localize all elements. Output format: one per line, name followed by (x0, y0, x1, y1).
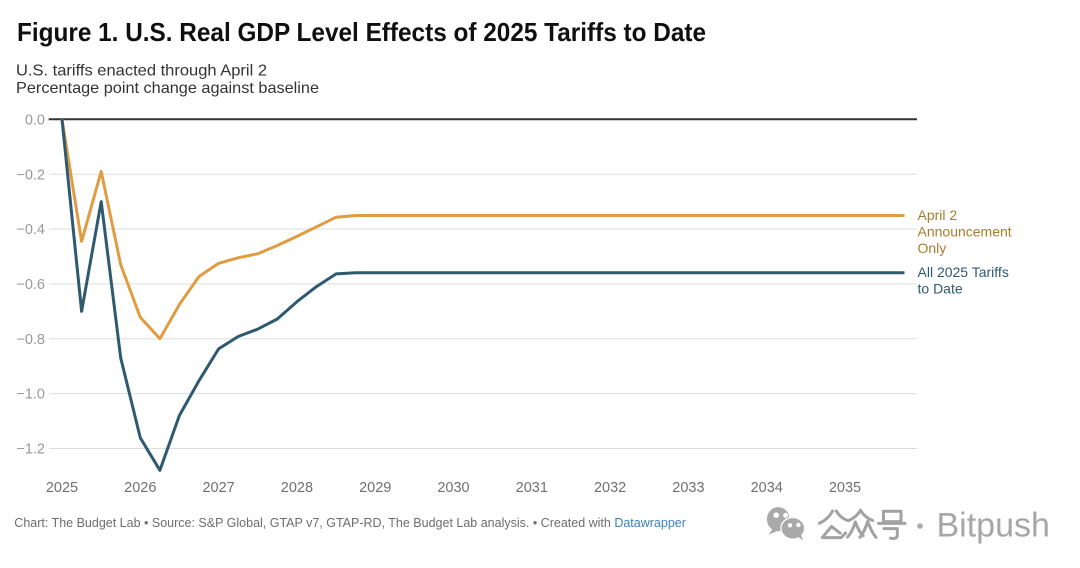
svg-text:2034: 2034 (751, 480, 783, 496)
svg-text:2032: 2032 (594, 480, 626, 496)
svg-text:2029: 2029 (359, 480, 391, 496)
svg-text:Announcement: Announcement (918, 224, 1012, 240)
svg-text:−0.6: −0.6 (16, 277, 45, 293)
svg-text:Bitpush: Bitpush (937, 507, 1050, 545)
svg-text:2026: 2026 (124, 480, 156, 496)
svg-text:−0.4: −0.4 (16, 222, 45, 238)
svg-text:2025: 2025 (46, 480, 78, 496)
svg-text:2035: 2035 (829, 480, 861, 496)
svg-text:−1.0: −1.0 (16, 387, 45, 403)
svg-text:2027: 2027 (202, 480, 234, 496)
svg-text:Figure 1. U.S. Real GDP Level: Figure 1. U.S. Real GDP Level Effects of… (17, 17, 706, 47)
svg-text:All 2025 Tariffs: All 2025 Tariffs (918, 264, 1009, 280)
svg-text:U.S. tariffs enacted through A: U.S. tariffs enacted through April 2 (16, 62, 267, 79)
svg-text:April 2: April 2 (918, 207, 958, 223)
svg-text:to Date: to Date (918, 281, 963, 297)
svg-text:−0.2: −0.2 (16, 167, 45, 183)
svg-text:2028: 2028 (281, 480, 313, 496)
svg-text:2033: 2033 (672, 480, 704, 496)
svg-text:−1.2: −1.2 (16, 442, 45, 458)
svg-text:Chart: The Budget Lab • Source: Chart: The Budget Lab • Source: S&P Glob… (14, 516, 686, 530)
svg-text:Only: Only (918, 240, 947, 256)
svg-text:2030: 2030 (437, 480, 469, 496)
svg-text:2031: 2031 (516, 480, 548, 496)
svg-text:Percentage point change agains: Percentage point change against baseline (16, 80, 319, 97)
svg-text:−0.8: −0.8 (16, 332, 45, 348)
svg-text:0.0: 0.0 (25, 112, 45, 128)
